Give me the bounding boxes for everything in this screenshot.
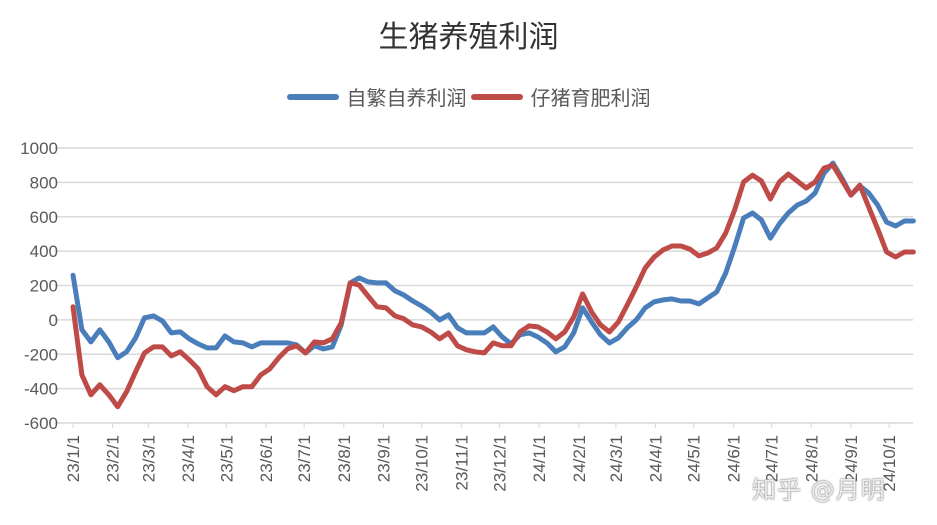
x-tick-label: 23/6/1 — [257, 435, 276, 482]
x-tick-label: 23/1/1 — [64, 435, 83, 482]
legend-label: 仔猪育肥利润 — [530, 86, 651, 110]
chart-title: 生猪养殖利润 — [378, 20, 559, 55]
y-tick-label: -200 — [24, 345, 58, 364]
y-tick-label: -600 — [24, 414, 58, 433]
x-tick-label: 23/11/1 — [452, 435, 471, 490]
x-tick-label: 24/9/1 — [842, 435, 861, 482]
x-tick-label: 24/2/1 — [570, 435, 589, 482]
x-tick-label: 24/5/1 — [685, 435, 704, 482]
legend-item-self-breeding: 自繁自养利润 — [286, 82, 467, 111]
legend-swatch-blue — [286, 93, 339, 100]
x-tick-label: 24/6/1 — [724, 435, 743, 482]
legend-item-piglet-fattening: 仔猪育肥利润 — [467, 82, 651, 111]
y-tick-label: 800 — [30, 173, 58, 192]
x-tick-label: 24/7/1 — [763, 435, 782, 482]
x-tick-label: 23/9/1 — [374, 435, 393, 482]
x-tick-label: 23/10/1 — [413, 435, 432, 492]
x-tick-label: 23/12/1 — [491, 435, 510, 492]
y-tick-label: 200 — [30, 277, 58, 296]
watermark: 知乎 @月明 — [752, 476, 886, 504]
y-tick-label: -400 — [24, 380, 58, 399]
series-line-self-breeding — [70, 160, 916, 361]
x-tick-label: 23/5/1 — [217, 435, 236, 482]
x-tick-label: 24/10/1 — [880, 435, 899, 492]
x-tick-label: 23/2/1 — [104, 435, 123, 482]
y-tick-label: 600 — [30, 208, 58, 227]
y-tick-label: 0 — [49, 311, 58, 330]
y-tick-label: 1000 — [20, 139, 58, 158]
x-tick-label: 24/3/1 — [607, 435, 626, 482]
x-tick-label: 23/4/1 — [179, 435, 198, 482]
legend-swatch-red — [470, 93, 523, 100]
x-tick-label: 24/1/1 — [530, 435, 549, 482]
x-tick-label: 23/7/1 — [295, 435, 314, 482]
x-tick-label: 23/8/1 — [335, 435, 354, 482]
legend: 自繁自养利润 仔猪育肥利润 — [0, 82, 937, 111]
x-tick-label: 24/8/1 — [802, 435, 821, 482]
y-tick-label: 400 — [30, 242, 58, 261]
legend-label: 自繁自养利润 — [346, 86, 467, 110]
x-tick-label: 23/3/1 — [139, 435, 158, 482]
x-tick-label: 24/4/1 — [646, 435, 665, 482]
